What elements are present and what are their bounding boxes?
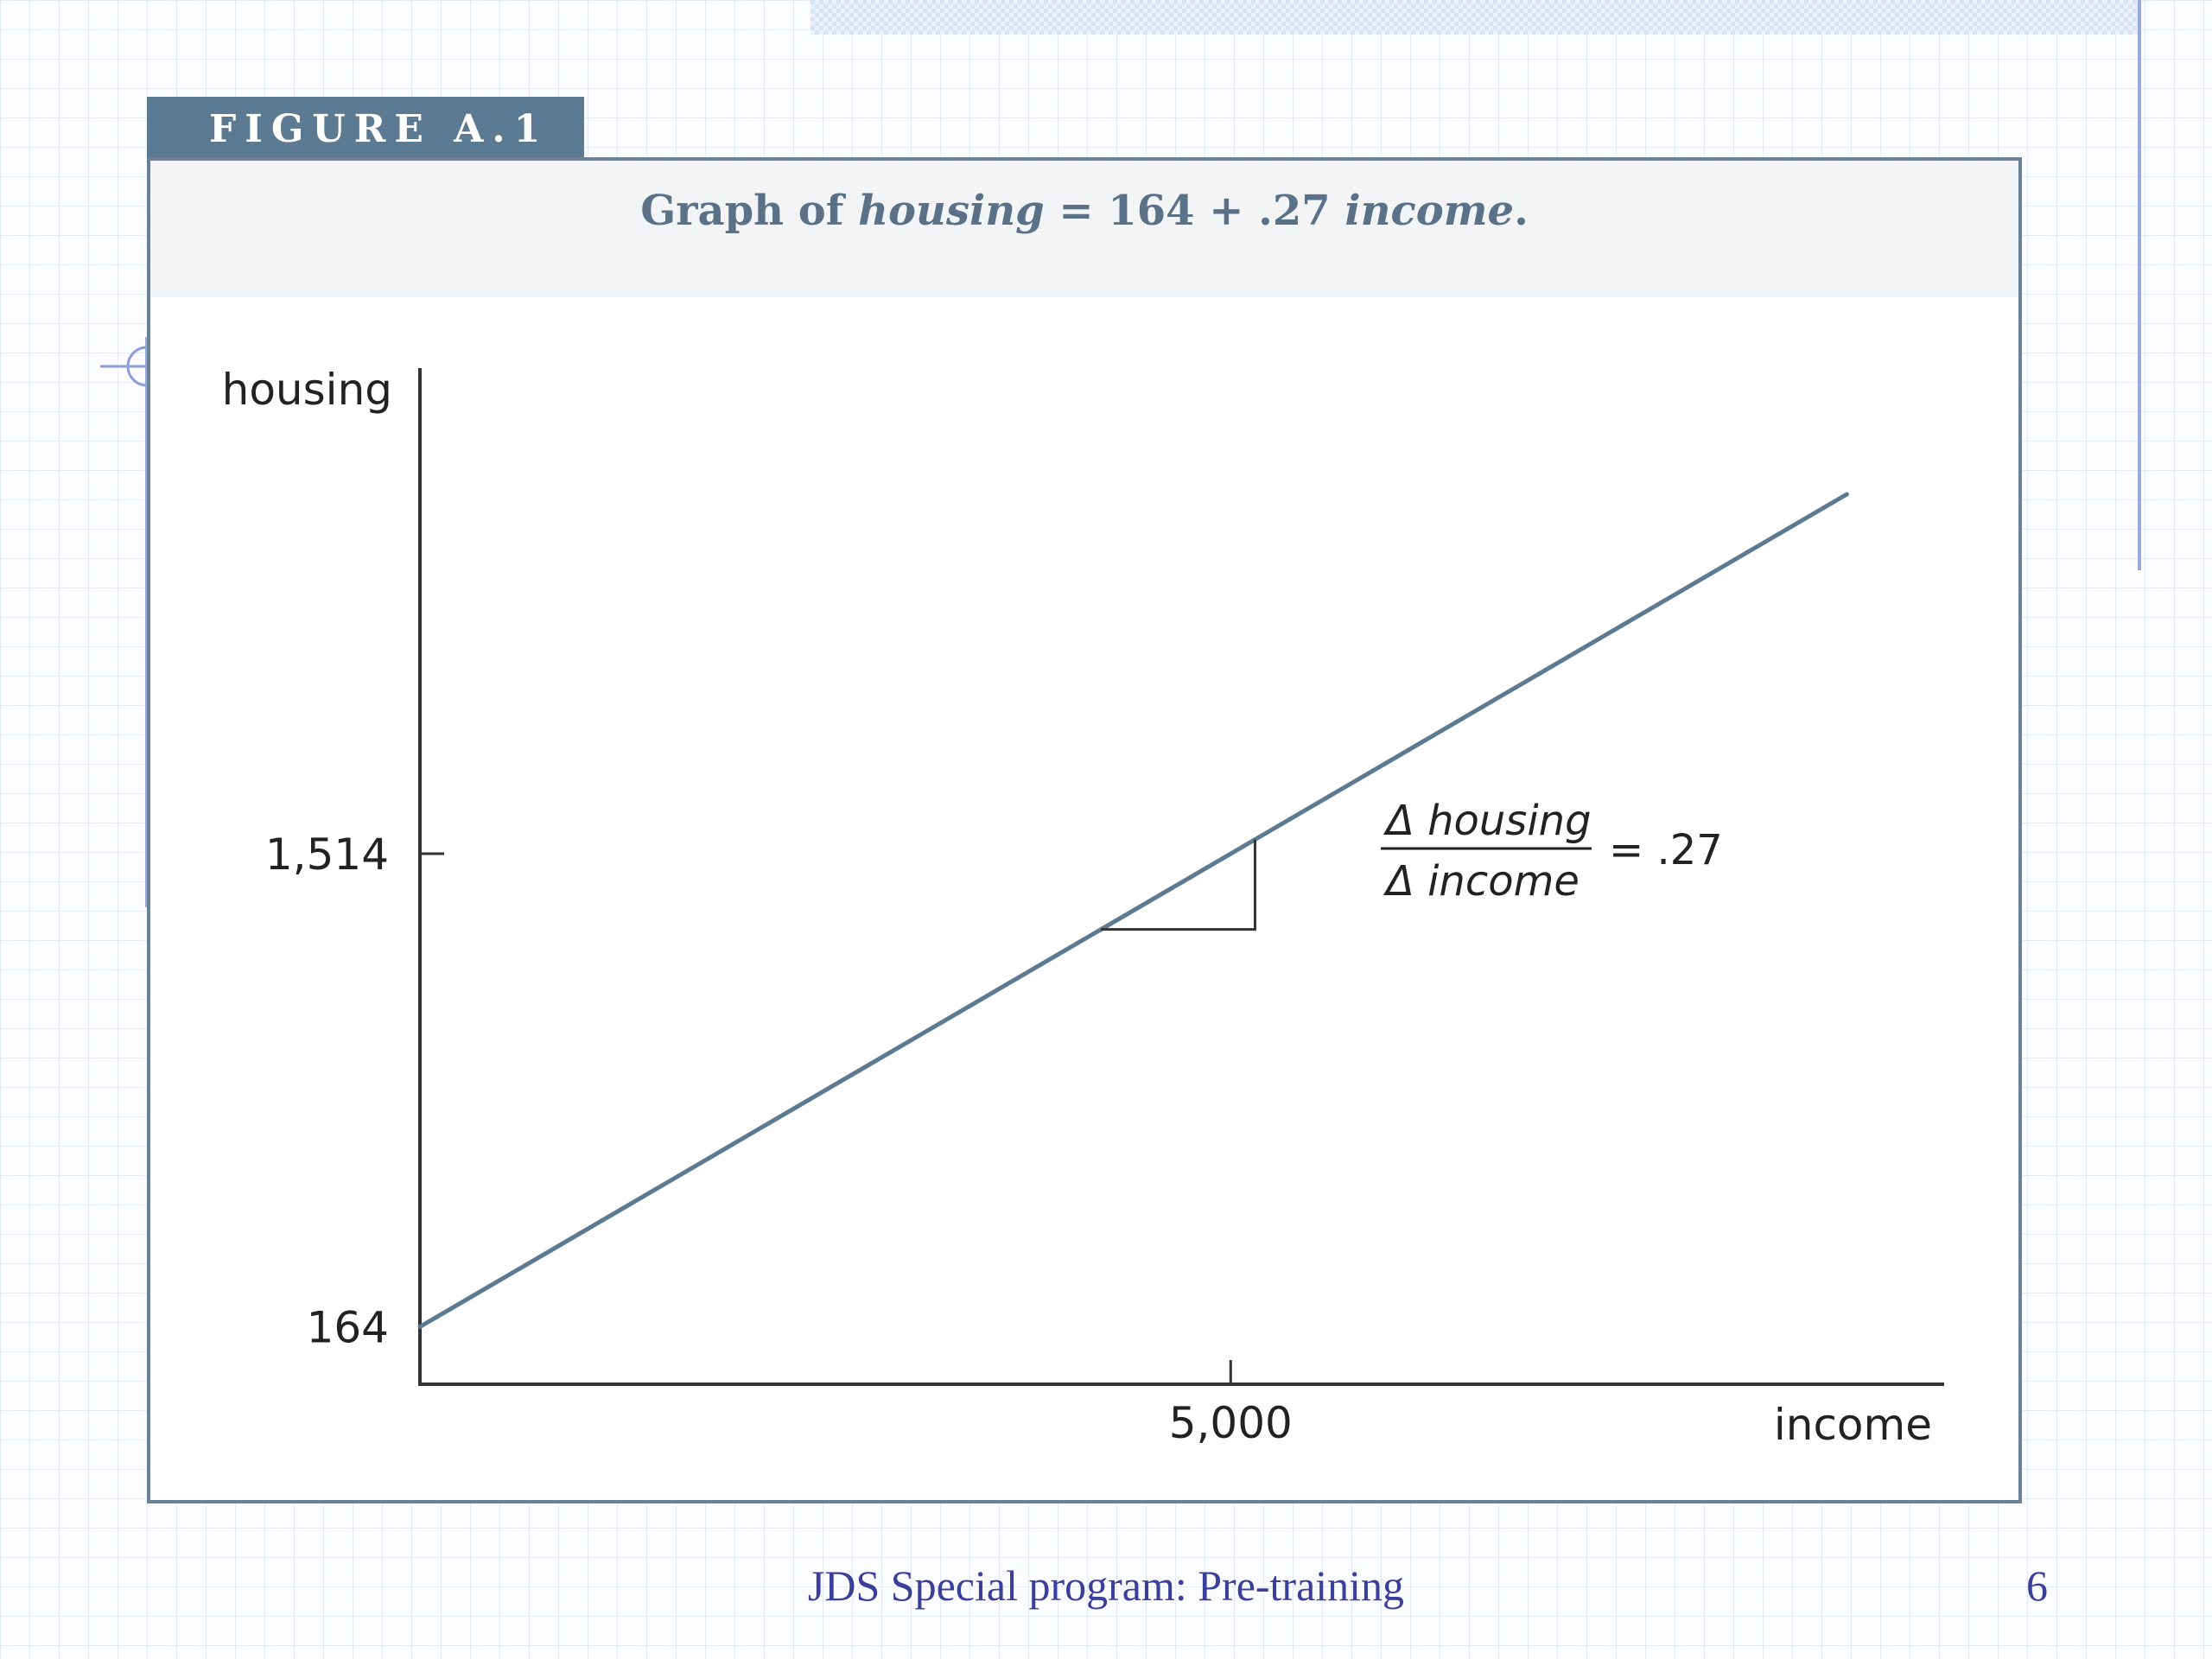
figure-tab-label: FIGURE A.1 [209,107,550,151]
y-tick-label: 164 [307,1302,389,1352]
plot-area: housing income 5,000 164 1,514 Δ housing Δ… [222,365,1944,1450]
page-number: 6 [2026,1561,2048,1610]
x-tick-label: 5,000 [1169,1398,1293,1448]
series-line [417,492,1849,1329]
caption-x-var: income [1344,187,1515,235]
crosshair-icon [100,346,152,387]
slope-numerator: Δ housing [1382,797,1592,845]
slope-triangle [1101,839,1256,931]
slope-denominator: Δ income [1382,857,1580,906]
slide-top-band [810,0,2141,35]
figure-box: Graph of housing = 164 + .27 income. hou… [147,157,2022,1503]
footer-text: JDS Special program: Pre-training [807,1561,1405,1610]
caption-band: Graph of housing = 164 + .27 income. [150,161,2018,297]
slope-annotation: Δ housing Δ income = .27 [1381,797,1723,906]
figure-tab: FIGURE A.1 [147,97,584,159]
y-axis-label: housing [222,365,392,415]
x-axis-label: income [1774,1400,1932,1450]
y-tick-label: 1,514 [265,830,389,880]
caption-middle: = 164 + .27 [1044,187,1345,235]
slope-value: = .27 [1609,826,1723,874]
caption-y-var: housing [858,187,1045,235]
figure-caption: Graph of housing = 164 + .27 income. [150,187,2018,235]
slide-right-rule [2138,0,2141,570]
caption-prefix: Graph of [640,187,859,235]
caption-suffix: . [1514,187,1529,235]
ticks-layer: 5,000 164 1,514 [265,830,1293,1448]
